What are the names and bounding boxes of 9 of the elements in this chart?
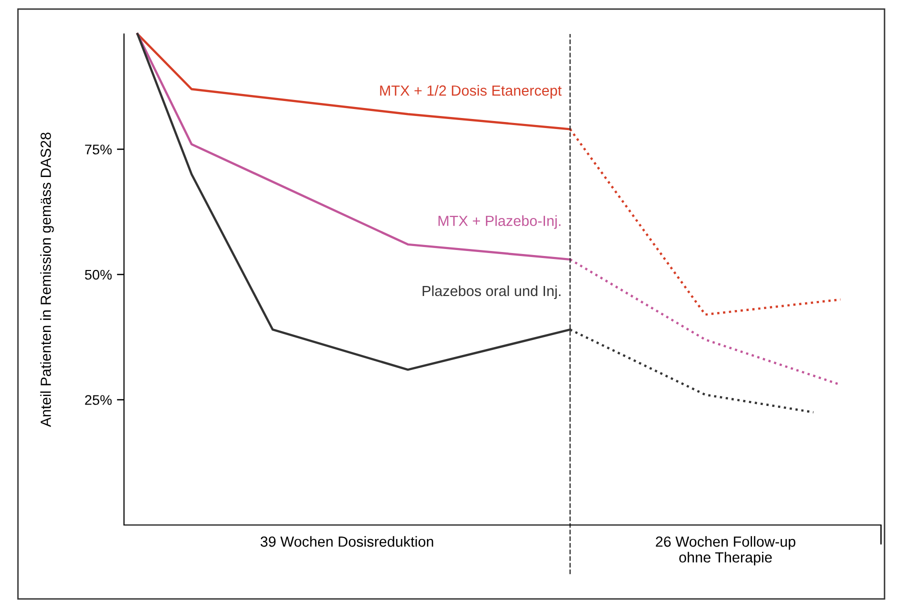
y-axis-title: Anteil Patienten in Remission gemäss DAS28 xyxy=(40,132,54,427)
series-label: MTX + 1/2 Dosis Etanercept xyxy=(380,85,562,99)
y-tick-label: 25% xyxy=(85,395,112,405)
text: 39 Wochen Dosisreduktion xyxy=(260,536,434,547)
series-label: MTX + Plazebo-Inj. xyxy=(438,215,560,229)
text: 26 Wochen Follow-up ohne Therapie xyxy=(656,536,796,566)
text: Plazebos oral und Inj. xyxy=(422,285,560,300)
y-tick-label: 75% xyxy=(85,144,112,154)
y-tick-label: 50% xyxy=(84,270,112,280)
